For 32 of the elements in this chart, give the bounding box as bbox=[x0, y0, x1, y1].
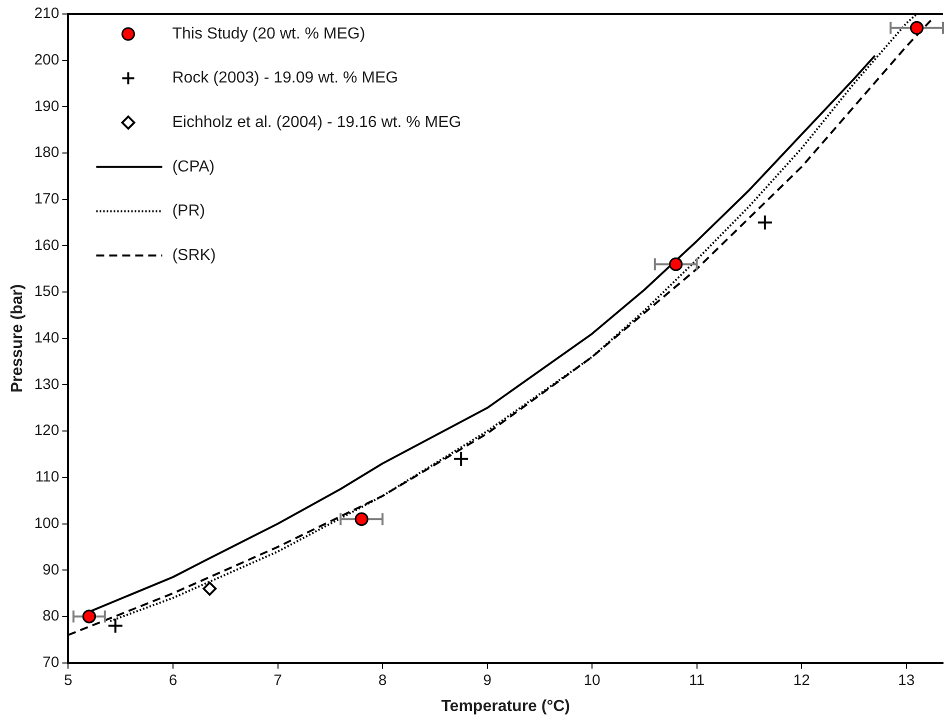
y-axis-title: Pressure (bar) bbox=[9, 284, 26, 393]
x-tick-label: 13 bbox=[898, 672, 915, 689]
legend-label: (SRK) bbox=[172, 246, 216, 264]
y-tick-label: 100 bbox=[34, 514, 60, 532]
legend-label: Rock (2003) - 19.09 wt. % MEG bbox=[172, 70, 398, 87]
x-tick-label: 7 bbox=[274, 672, 282, 689]
x-tick-label: 6 bbox=[168, 672, 178, 689]
x-tick-label: 8 bbox=[378, 672, 387, 689]
y-tick-label: 90 bbox=[42, 561, 60, 578]
y-tick-label: 120 bbox=[34, 422, 60, 440]
x-axis-title: Temperature (°C) bbox=[441, 698, 570, 715]
y-tick-label: 160 bbox=[34, 236, 60, 254]
legend-label: (CPA) bbox=[172, 158, 215, 176]
y-tick-label: 70 bbox=[42, 654, 60, 671]
y-tick-label: 210 bbox=[34, 5, 60, 22]
y-tick-label: 170 bbox=[34, 190, 60, 208]
y-tick-label: 200 bbox=[34, 51, 60, 68]
x-tick-label: 10 bbox=[584, 672, 600, 689]
y-tick-label: 110 bbox=[35, 468, 60, 486]
y-tick-label: 80 bbox=[42, 608, 60, 625]
x-tick-label: 11 bbox=[689, 672, 705, 689]
y-tick-label: 130 bbox=[34, 376, 60, 393]
legend-label: Eichholz et al. (2004) - 19.16 wt. % MEG bbox=[172, 114, 462, 132]
legend-label: This Study (20 wt. % MEG) bbox=[172, 25, 366, 42]
y-tick-label: 140 bbox=[34, 330, 60, 347]
y-tick-label: 190 bbox=[34, 98, 60, 115]
x-tick-label: 12 bbox=[793, 672, 810, 689]
x-tick-label: 9 bbox=[483, 672, 492, 689]
y-tick-label: 150 bbox=[34, 283, 60, 300]
y-tick-label: 180 bbox=[34, 144, 60, 162]
legend-label: (PR) bbox=[172, 202, 206, 220]
x-tick-label: 5 bbox=[64, 672, 72, 689]
